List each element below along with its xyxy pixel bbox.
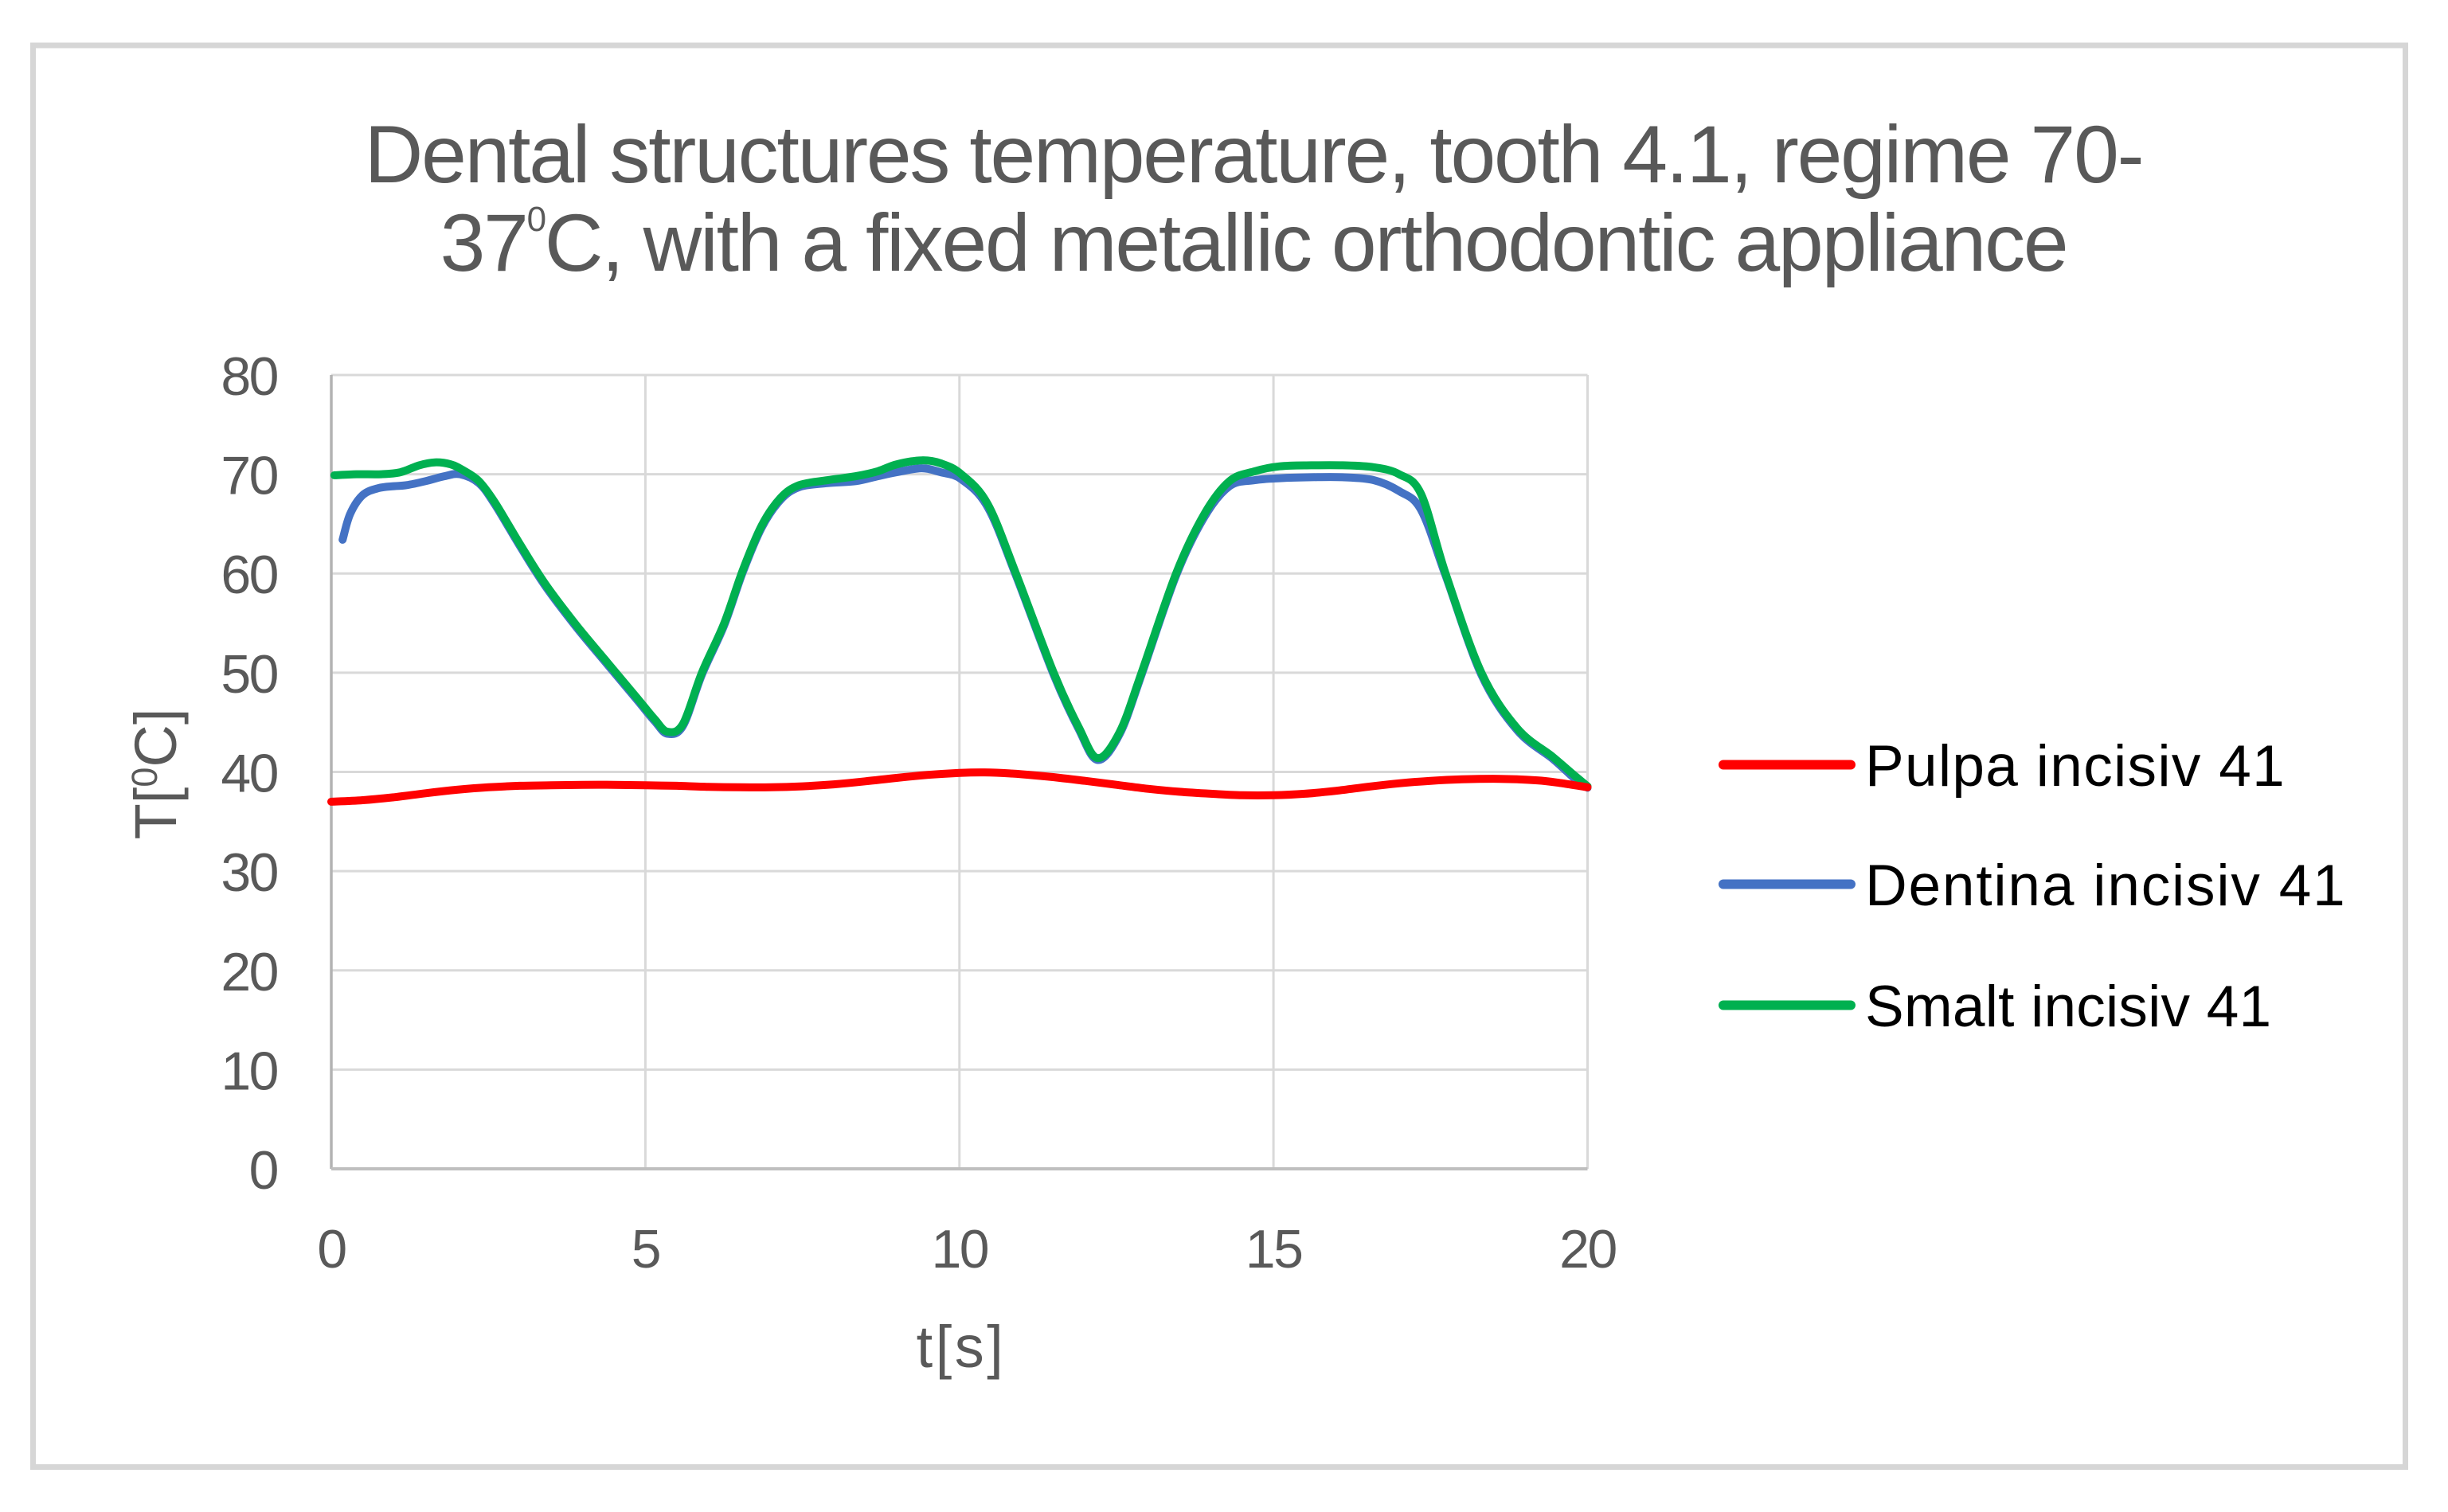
svg-text:10: 10 <box>931 1219 987 1280</box>
svg-text:0: 0 <box>249 1140 278 1201</box>
svg-text:80: 80 <box>221 346 277 407</box>
svg-text:0: 0 <box>317 1219 346 1280</box>
svg-text:Dental structures temperature,: Dental structures temperature, tooth 4.1… <box>365 109 2143 200</box>
svg-text:20: 20 <box>221 942 277 1002</box>
svg-text:40: 40 <box>221 744 277 804</box>
svg-text:70: 70 <box>221 446 277 506</box>
svg-text:t[s]: t[s] <box>917 1314 1007 1380</box>
svg-text:5: 5 <box>632 1219 659 1280</box>
svg-text:Dentina incisiv 41: Dentina incisiv 41 <box>1865 854 2347 918</box>
svg-text:20: 20 <box>1559 1219 1616 1280</box>
svg-text:Smalt incisiv 41: Smalt incisiv 41 <box>1865 975 2271 1039</box>
svg-text:30: 30 <box>221 842 277 903</box>
svg-text:T[0C]: T[0C] <box>123 709 189 840</box>
svg-text:370C, with a fixed metallic or: 370C, with a fixed metallic orthodontic … <box>440 197 2067 288</box>
svg-text:Pulpa incisiv 41: Pulpa incisiv 41 <box>1865 734 2286 799</box>
svg-text:60: 60 <box>221 545 277 605</box>
svg-text:10: 10 <box>221 1041 277 1101</box>
svg-text:50: 50 <box>221 644 277 705</box>
svg-text:15: 15 <box>1246 1219 1302 1280</box>
